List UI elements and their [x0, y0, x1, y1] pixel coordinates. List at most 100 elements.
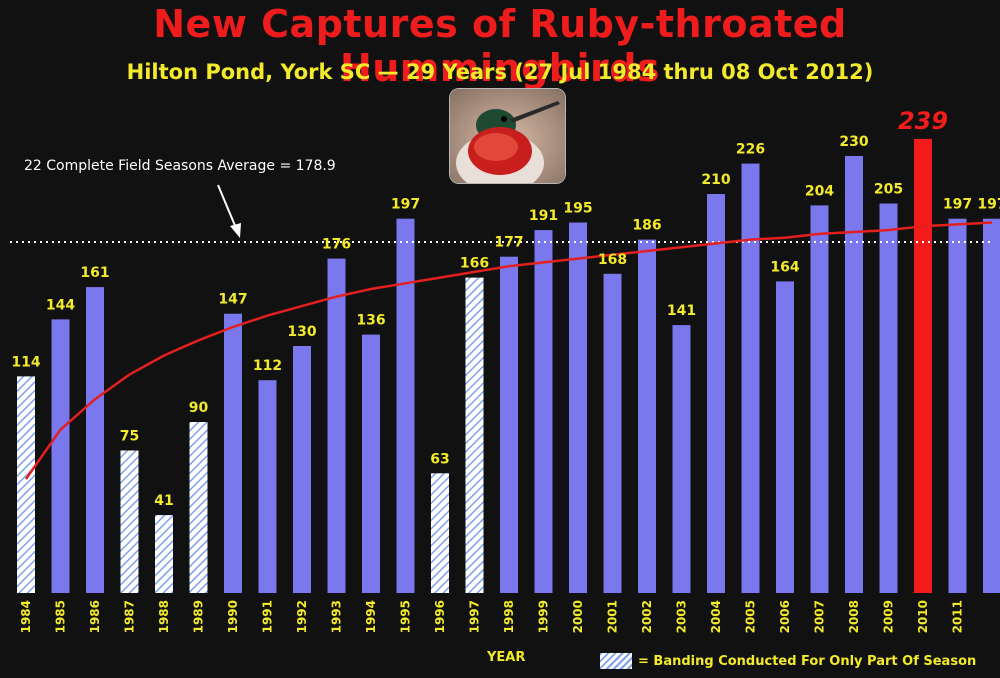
average-label: 22 Complete Field Seasons Average = 178.…	[24, 158, 336, 174]
bar-1991	[258, 380, 277, 593]
value-label: 239	[898, 107, 948, 135]
bar-1994	[362, 334, 380, 593]
value-label: 41	[154, 493, 173, 509]
x-tick-label: 1999	[537, 600, 551, 633]
bar-2004	[707, 194, 725, 593]
bar-2010	[914, 138, 932, 593]
x-tick-label: 2004	[709, 600, 723, 633]
x-tick-label: 1989	[192, 600, 206, 633]
bar-1999	[534, 230, 553, 593]
value-labels-layer: 114 144 161 75 41 90 147 112 130 176 136 197 63 166 17…	[11, 107, 1000, 509]
x-tick-label: 1988	[157, 600, 171, 633]
bar-1988	[155, 515, 173, 593]
bar-1985	[51, 319, 70, 593]
value-label: 63	[430, 451, 449, 467]
bar-1995	[396, 218, 415, 593]
x-tick-label: 2008	[847, 600, 861, 633]
x-tick-label: 2005	[744, 600, 758, 633]
value-label: 191	[529, 208, 558, 224]
value-label: 226	[736, 142, 765, 158]
bar-1996	[431, 473, 449, 593]
x-tick-label: 2006	[778, 600, 792, 633]
x-tick-label: 2000	[571, 600, 585, 633]
x-tick-label: 2001	[606, 600, 620, 633]
bars-layer	[17, 138, 1000, 593]
x-tick-label: 1994	[364, 600, 378, 633]
x-tick-label: 2011	[951, 600, 965, 633]
x-tick-label: 1986	[88, 600, 102, 633]
x-tick-label: 2010	[916, 600, 930, 633]
x-tick-label: 2007	[813, 600, 827, 633]
value-label: 168	[598, 252, 627, 268]
hummingbird-image	[450, 89, 565, 183]
bar-2011	[948, 218, 967, 593]
bar-col-28	[983, 218, 1000, 593]
value-label: 195	[563, 201, 592, 217]
x-tick-label: 1992	[295, 600, 309, 633]
value-label: 161	[80, 265, 109, 281]
x-tick-label: 1987	[123, 600, 137, 633]
value-label: 136	[356, 313, 385, 329]
value-label: 197	[977, 197, 1000, 213]
average-pointer-arrowhead	[230, 223, 241, 238]
bar-1987	[120, 450, 139, 593]
bar-1997	[465, 277, 484, 593]
hummingbird-photo	[449, 88, 566, 184]
average-pointer-arrow	[217, 184, 237, 229]
value-label: 141	[667, 303, 696, 319]
x-tick-label: 1990	[226, 600, 240, 633]
value-label: 75	[120, 429, 139, 445]
bar-2006	[776, 281, 794, 593]
x-tick-label: 2009	[882, 600, 896, 633]
x-tick-label: 2002	[640, 600, 654, 633]
value-label: 164	[770, 259, 799, 275]
bar-2005	[741, 163, 760, 593]
x-tick-label: 1991	[261, 600, 275, 633]
x-tick-label: 1993	[330, 600, 344, 633]
x-tick-label: 2003	[675, 600, 689, 633]
x-axis-title: YEAR	[487, 650, 526, 665]
legend: = Banding Conducted For Only Part Of Sea…	[600, 652, 976, 670]
value-label: 205	[874, 182, 903, 198]
bar-1998	[500, 256, 518, 593]
x-tick-label: 1995	[399, 600, 413, 633]
bar-2003	[672, 325, 691, 593]
value-label: 197	[943, 197, 972, 213]
value-label: 176	[322, 237, 351, 253]
value-label: 210	[701, 172, 730, 188]
bar-2000	[569, 222, 587, 593]
x-tick-labels-layer: 1984 1985 1986 1987 1988 1989 1990 1991 1992 1993…	[19, 600, 965, 633]
chart-title: New Captures of Ruby-throated Hummingbir…	[153, 2, 847, 90]
value-label: 177	[494, 235, 523, 251]
value-label: 204	[805, 183, 834, 199]
chart-subtitle: Hilton Pond, York SC — 29 Years (27 Jul …	[126, 60, 874, 84]
bar-1989	[189, 422, 208, 593]
bar-1993	[327, 258, 346, 593]
value-label: 147	[218, 292, 247, 308]
bar-2002	[638, 239, 656, 593]
x-tick-label: 1996	[433, 600, 447, 633]
legend-hatch-swatch	[600, 653, 632, 669]
trend-line	[24, 221, 993, 480]
bar-2009	[879, 203, 898, 593]
value-label: 90	[189, 400, 209, 416]
value-label: 112	[253, 358, 282, 374]
bar-1986	[86, 287, 104, 593]
trend-layer	[24, 221, 993, 480]
average-layer	[10, 184, 992, 243]
value-label: 144	[46, 297, 75, 313]
legend-text: = Banding Conducted For Only Part Of Sea…	[638, 653, 977, 669]
x-tick-label: 1984	[19, 600, 33, 633]
value-label: 166	[460, 256, 489, 272]
bar-2008	[845, 156, 863, 593]
value-label: 130	[287, 324, 316, 340]
value-label: 230	[839, 134, 868, 150]
value-label: 197	[391, 197, 420, 213]
bar-2007	[810, 205, 829, 593]
x-tick-label: 1985	[54, 600, 68, 633]
value-label: 114	[11, 354, 40, 370]
bar-2001	[603, 273, 622, 593]
bar-1992	[293, 346, 311, 593]
